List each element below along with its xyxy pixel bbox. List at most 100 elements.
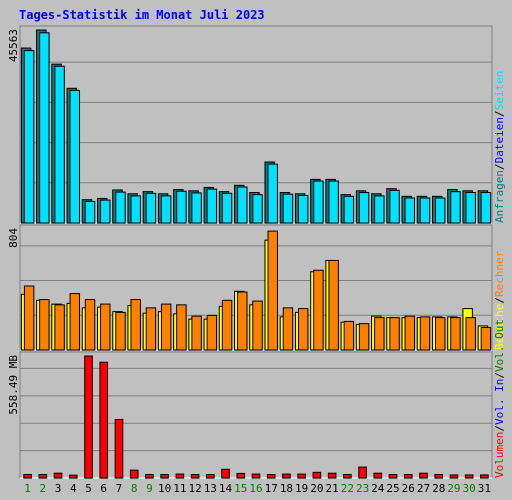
bar-rechner-day-7 [115,311,126,351]
bar-seiten-day-7 [115,191,126,224]
bar-seiten-day-8 [130,195,141,224]
bar-kbytes-day-25 [388,474,398,479]
x-tick-label: 10 [158,482,171,495]
bar-rechner-day-16 [252,300,263,351]
bar-seiten-day-28 [435,197,446,224]
bar-kbytes-day-8 [129,469,139,479]
bar-rechner-day-15 [237,291,248,351]
bar-rechner-day-13 [206,314,218,351]
bar-rechner-day-10 [160,303,172,351]
x-axis-labels: 1 2 3 4 5 6 7 8 9 10 11 12 13 14 15 16 17 18 19 20 21 22 23 24 2… [24,482,491,495]
x-tick-label: 25 [386,482,399,495]
bar-kbytes-day-9 [145,474,154,479]
legend-entry: Besuche [493,304,506,350]
x-tick-label: 13 [204,482,217,495]
bar-seiten-day-13 [206,188,218,224]
bar-rechner-day-27 [419,316,431,351]
legend-entry: Rechner [493,250,506,297]
legend-hits: Anfragen/Dateien/Seiten [493,71,506,223]
bar-seiten-day-11 [176,190,187,224]
legend-entry: Seiten [493,71,506,111]
bar-kbytes-day-15 [236,472,246,479]
bar-seiten-day-6 [100,199,111,224]
x-tick-label: 27 [417,482,430,495]
legend-separator: / [493,372,506,379]
bar-rechner-day-22 [343,320,355,351]
bar-rechner-day-8 [130,299,141,351]
bar-kbytes-day-27 [419,472,428,479]
bar-kbytes-day-29 [449,474,459,479]
bar-seiten-day-25 [389,189,400,224]
bar-kbytes-day-1 [23,474,32,479]
bar-seiten-day-22 [343,195,355,224]
chart-title: Tages-Statistik im Monat Juli 2023 [19,8,265,22]
bar-kbytes-day-30 [464,474,474,479]
x-tick-label: 28 [432,482,445,495]
x-tick-label: 18 [280,482,293,495]
panel-frame [19,25,493,224]
x-tick-label: 2 [40,482,47,495]
bar-seiten-day-10 [160,195,172,224]
bar-seiten-day-26 [404,197,416,224]
bar-kbytes-day-16 [251,473,261,479]
bar-seiten-day-4 [69,89,81,224]
chart-legend: Anfragen/Dateien/SeitenBesuche/RechnerVo… [493,71,506,478]
legend-entry: Volumen [493,432,506,478]
legend-entry: Dateien [493,117,506,163]
bar-seiten-day-17 [267,163,278,224]
bar-kbytes-day-18 [282,473,291,479]
legend-separator: / [493,425,506,432]
bar-kbytes-day-21 [327,472,337,479]
x-tick-label: 24 [371,482,385,495]
bar-seiten-day-23 [358,192,370,224]
y-axis-max-label: 558.49 MB [7,355,20,415]
bar-kbytes-day-6 [99,361,109,479]
panel-volume: 558.49 MB [7,351,493,479]
bar-kbytes-day-19 [297,473,306,479]
bar-rechner-day-17 [267,230,278,351]
legend-visits: Besuche/Rechner [493,250,506,350]
x-tick-label: 19 [295,482,308,495]
panel-visits: 804 [7,224,493,351]
x-tick-label: 17 [265,482,278,495]
bar-kbytes-day-31 [480,474,489,479]
bar-seiten-day-15 [237,186,248,224]
legend-entry: Vol. Out [493,319,506,372]
legend-separator: / [493,297,506,304]
bar-seiten-day-24 [374,195,385,224]
x-tick-label: 21 [326,482,339,495]
bar-rechner-day-14 [221,299,233,351]
bar-rechner-day-26 [404,315,416,351]
x-tick-label: 11 [173,482,186,495]
bar-rechner-day-9 [145,307,157,351]
bar-seiten-day-30 [465,192,476,224]
x-tick-label: 1 [24,482,31,495]
bar-rechner-day-28 [435,317,446,351]
bar-rechner-day-20 [313,269,324,351]
legend-separator: / [493,110,506,117]
bar-seiten-day-27 [419,197,431,224]
x-tick-label: 30 [463,482,476,495]
x-tick-label: 3 [55,482,62,495]
x-tick-label: 6 [100,482,107,495]
bar-rechner-day-31 [480,326,492,351]
x-tick-label: 14 [219,482,233,495]
bar-seiten-day-21 [328,180,339,224]
bar-kbytes-day-20 [312,471,322,479]
bar-rechner-day-3 [54,304,65,351]
x-tick-label: 7 [116,482,123,495]
bar-rechner-day-12 [191,315,202,351]
x-tick-label: 12 [188,482,201,495]
bar-seiten-day-3 [54,65,65,224]
bar-rechner-day-29 [450,317,461,351]
bar-rechner-day-5 [84,299,96,351]
bar-rechner-day-6 [100,303,111,351]
bar-seiten-day-9 [145,192,157,224]
bar-seiten-day-2 [39,32,50,224]
x-tick-label: 15 [234,482,247,495]
bar-kbytes-day-11 [175,473,185,479]
bar-seiten-day-18 [282,193,294,224]
bar-seiten-day-12 [191,192,202,224]
bar-kbytes-day-4 [68,474,78,479]
bar-kbytes-day-14 [221,468,230,479]
